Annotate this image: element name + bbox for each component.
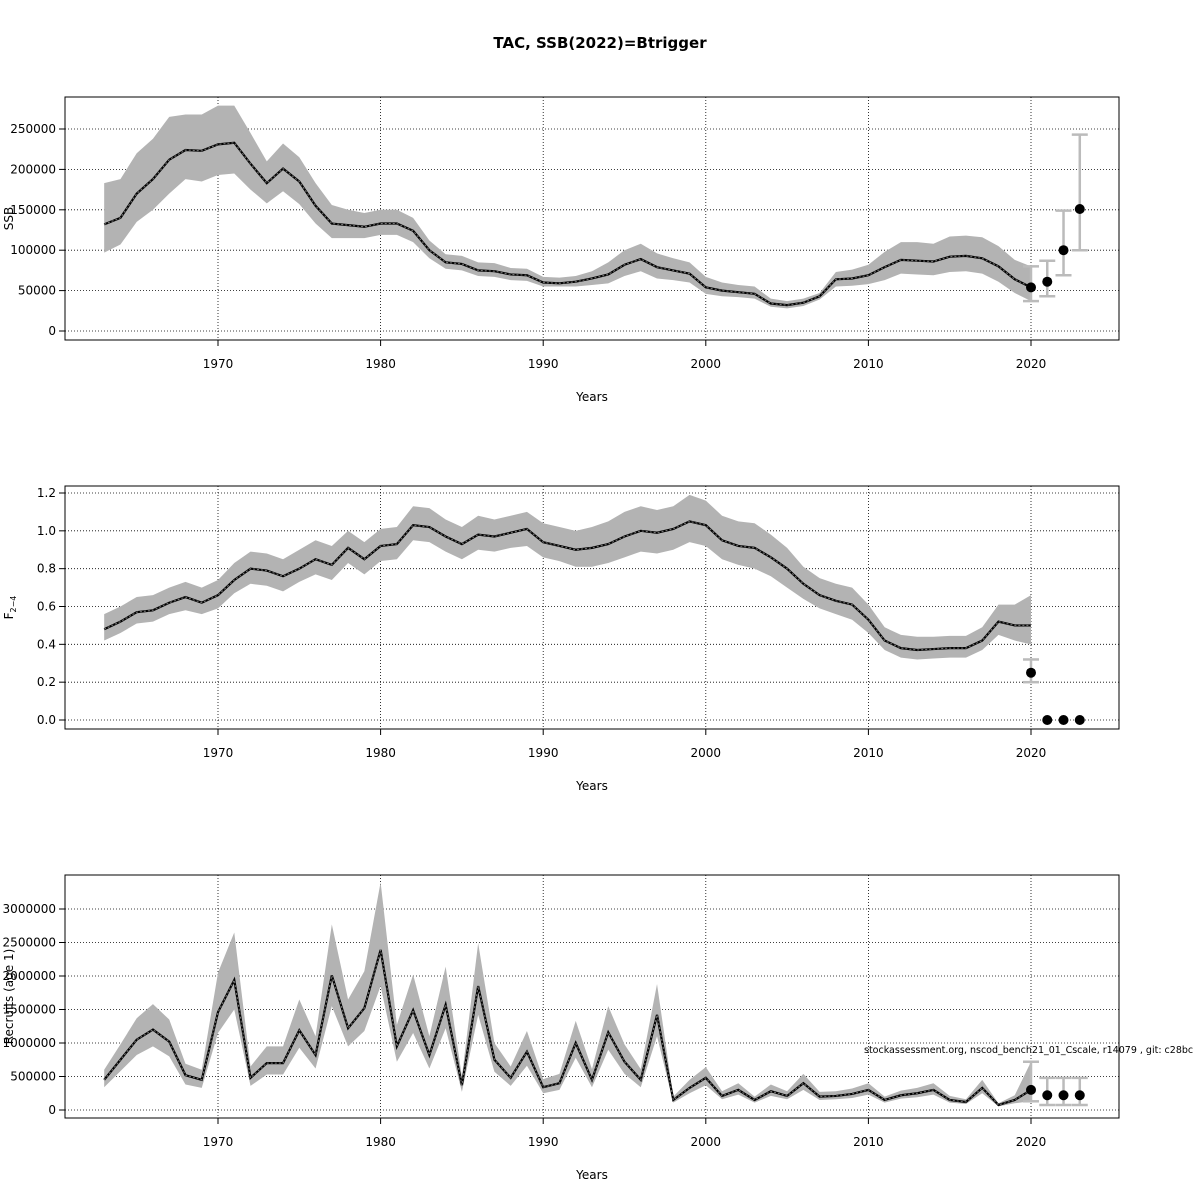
x-tick-label: 2000	[691, 1135, 722, 1149]
y-tick-label: 500000	[10, 1070, 56, 1084]
confidence-band	[104, 105, 1032, 309]
forecast-point-2023	[1074, 715, 1085, 725]
y-axis-label-subscript: 2−4	[9, 596, 18, 613]
y-tick-label: 200000	[10, 162, 56, 176]
forecast-point-2023	[1074, 203, 1085, 214]
y-tick-label: 1.0	[37, 524, 56, 538]
x-tick-label: 1990	[528, 746, 559, 760]
y-tick-label: 0.4	[37, 637, 56, 651]
y-tick-label: 50000	[18, 284, 56, 298]
y-axis-label: Recruits (age 1)	[2, 949, 16, 1045]
estimate-line-dash	[103, 520, 1031, 651]
plot-frame	[64, 874, 1120, 1119]
annotation-text: stockassessment.org, nscod_bench21_01_Cs…	[864, 1045, 1193, 1056]
x-tick-label: 2020	[1016, 1135, 1047, 1149]
forecast-point-2020	[1026, 1084, 1036, 1095]
confidence-band	[104, 494, 1032, 660]
forecast-point-2020	[1026, 282, 1036, 293]
plot-frame	[64, 485, 1120, 730]
x-axis-label: Years	[575, 390, 608, 404]
y-tick-label: 2000000	[3, 969, 56, 983]
chart-title: TAC, SSB(2022)=Btrigger	[493, 34, 707, 52]
x-tick-label: 2000	[691, 746, 722, 760]
x-tick-label: 2010	[853, 746, 884, 760]
forecast-point-2022	[1058, 245, 1069, 256]
forecast-point-2022	[1058, 715, 1069, 725]
estimate-line-dash	[103, 142, 1032, 306]
panel-fbar: 0.0 0.2 0.4 0.6 0.8 1.0 1.2 1970 1980 1990 2000 201…	[2, 485, 1120, 793]
y-tick-label: 0.2	[37, 675, 56, 689]
y-tick-label: 0	[48, 324, 56, 338]
x-tick-label: 1980	[365, 357, 396, 371]
x-tick-label: 1990	[528, 1135, 559, 1149]
panel-recruits: 0 500000 1000000 1500000 2000000 2500000 30000…	[2, 874, 1120, 1182]
x-tick-label: 2020	[1016, 746, 1047, 760]
forecast-point-2021	[1042, 276, 1053, 287]
forecast-point-2020	[1026, 667, 1036, 678]
y-tick-label: 0.6	[37, 600, 56, 614]
forecast-point-2022	[1058, 1090, 1069, 1101]
x-tick-label: 1970	[203, 746, 234, 760]
y-tick-label: 100000	[10, 243, 56, 257]
estimate-line-dash	[103, 949, 1032, 1106]
x-tick-label: 2010	[853, 1135, 884, 1149]
y-tick-label: 3000000	[3, 902, 56, 916]
y-tick-label: 0.0	[37, 713, 56, 727]
panel-ssb: 0 50000 100000 150000 200000 250000 1970 1980 19…	[2, 96, 1120, 404]
y-tick-label: 150000	[10, 203, 56, 217]
x-tick-label: 1980	[365, 746, 396, 760]
estimate-line	[103, 949, 1032, 1107]
x-tick-label: 1970	[203, 1135, 234, 1149]
x-tick-label: 1990	[528, 357, 559, 371]
y-tick-label: 1000000	[3, 1036, 56, 1050]
y-axis-label: F2−4	[2, 596, 18, 620]
y-tick-label: 1500000	[3, 1003, 56, 1017]
y-axis-label: SSB	[2, 207, 16, 230]
confidence-band	[104, 882, 1032, 1107]
x-tick-label: 1970	[203, 357, 234, 371]
plot-frame	[64, 96, 1120, 341]
forecast-point-2021	[1042, 715, 1053, 725]
forecast-point-2021	[1042, 1090, 1053, 1101]
x-tick-label: 1980	[365, 1135, 396, 1149]
y-tick-label: 1.2	[37, 486, 56, 500]
x-axis-label: Years	[575, 779, 608, 793]
y-tick-label: 0.8	[37, 562, 56, 576]
y-tick-label: 0	[48, 1103, 56, 1117]
x-tick-label: 2020	[1016, 357, 1047, 371]
x-axis-label: Years	[575, 1168, 608, 1182]
x-tick-label: 2010	[853, 357, 884, 371]
forecast-point-2023	[1074, 1090, 1085, 1101]
x-tick-label: 2000	[691, 357, 722, 371]
y-tick-label: 250000	[10, 122, 56, 136]
y-tick-label: 2500000	[3, 936, 56, 950]
